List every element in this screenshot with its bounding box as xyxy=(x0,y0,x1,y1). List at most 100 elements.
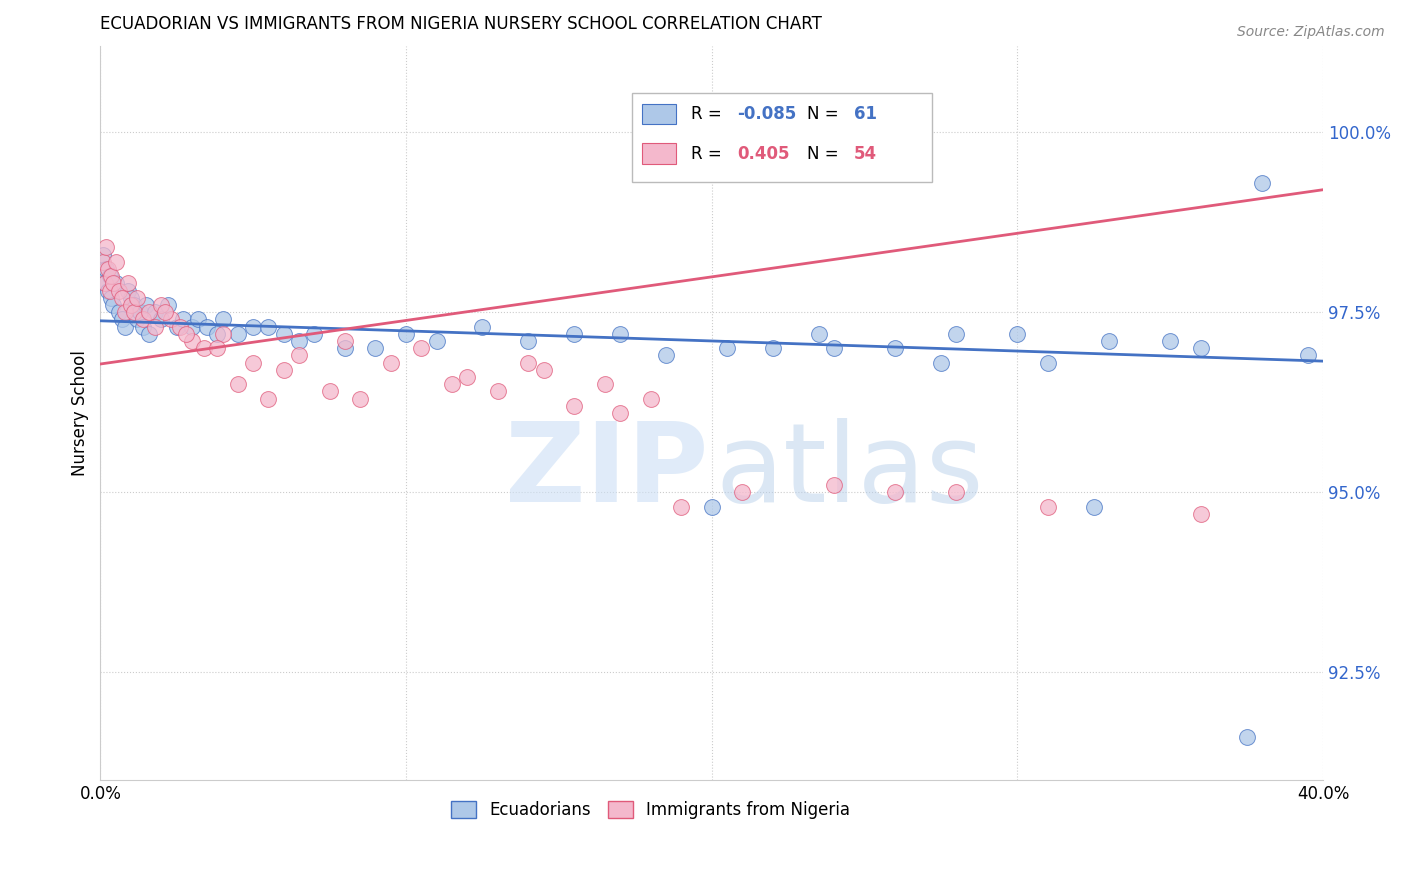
Point xyxy=(1327,103,1350,118)
Point xyxy=(150,298,173,312)
Point xyxy=(169,319,191,334)
Point xyxy=(1251,176,1274,190)
Point xyxy=(166,319,188,334)
Point xyxy=(132,319,155,334)
Point xyxy=(125,291,148,305)
Point xyxy=(1098,334,1121,348)
Text: atlas: atlas xyxy=(716,418,984,525)
Point xyxy=(181,334,204,348)
Point xyxy=(122,298,145,312)
Point xyxy=(517,355,540,369)
Y-axis label: Nursery School: Nursery School xyxy=(72,350,89,476)
Point xyxy=(609,406,631,420)
Point xyxy=(114,319,136,334)
Point xyxy=(111,291,134,305)
Point xyxy=(93,254,115,268)
Point xyxy=(125,312,148,326)
Point xyxy=(823,341,845,355)
Point xyxy=(172,312,194,326)
Point xyxy=(1159,334,1181,348)
Text: N =: N = xyxy=(807,105,844,123)
Point xyxy=(716,341,738,355)
Point xyxy=(1189,341,1212,355)
Point xyxy=(945,326,967,341)
Point xyxy=(94,277,117,291)
Point xyxy=(304,326,326,341)
Point xyxy=(187,312,209,326)
Point xyxy=(1036,500,1059,514)
Point xyxy=(96,261,118,276)
Point xyxy=(104,277,127,291)
Point xyxy=(669,500,692,514)
Text: R =: R = xyxy=(690,105,727,123)
Point xyxy=(242,319,264,334)
Point xyxy=(440,377,463,392)
Point xyxy=(205,341,228,355)
Point xyxy=(273,326,295,341)
Point xyxy=(107,284,129,298)
Text: ECUADORIAN VS IMMIGRANTS FROM NIGERIA NURSERY SCHOOL CORRELATION CHART: ECUADORIAN VS IMMIGRANTS FROM NIGERIA NU… xyxy=(100,15,823,33)
Point xyxy=(122,305,145,319)
Point xyxy=(411,341,433,355)
Point xyxy=(150,312,173,326)
Point xyxy=(395,326,418,341)
FancyBboxPatch shape xyxy=(643,144,676,164)
Point xyxy=(120,291,142,305)
Legend: Ecuadorians, Immigrants from Nigeria: Ecuadorians, Immigrants from Nigeria xyxy=(443,792,859,827)
Point xyxy=(100,291,122,305)
FancyBboxPatch shape xyxy=(643,103,676,124)
Point xyxy=(145,305,167,319)
Point xyxy=(97,284,120,298)
Point xyxy=(181,319,204,334)
Point xyxy=(273,363,295,377)
Point xyxy=(593,377,616,392)
Point xyxy=(156,298,179,312)
Point xyxy=(97,261,120,276)
Point xyxy=(104,254,127,268)
Point xyxy=(562,399,585,413)
Point xyxy=(226,326,249,341)
Point xyxy=(318,384,340,399)
Point xyxy=(1083,500,1105,514)
Point xyxy=(226,377,249,392)
Point xyxy=(533,363,555,377)
Point xyxy=(94,277,117,291)
Point xyxy=(132,312,155,326)
Point xyxy=(138,305,160,319)
Point xyxy=(700,500,723,514)
Point xyxy=(486,384,509,399)
Point xyxy=(205,326,228,341)
Point xyxy=(96,240,118,254)
Point xyxy=(609,326,631,341)
Point xyxy=(145,319,167,334)
Point xyxy=(349,392,371,406)
Point xyxy=(288,334,311,348)
Text: N =: N = xyxy=(807,145,844,162)
Point xyxy=(640,392,662,406)
Point xyxy=(117,284,139,298)
Point xyxy=(120,298,142,312)
FancyBboxPatch shape xyxy=(633,94,932,182)
Point xyxy=(471,319,494,334)
Point xyxy=(98,284,121,298)
Point xyxy=(98,269,121,284)
Point xyxy=(426,334,449,348)
Point xyxy=(655,348,678,362)
Point xyxy=(114,305,136,319)
Point xyxy=(1296,348,1319,362)
Point xyxy=(288,348,311,362)
Point xyxy=(731,485,754,500)
Point xyxy=(884,341,907,355)
Point xyxy=(117,277,139,291)
Point xyxy=(101,277,124,291)
Text: Source: ZipAtlas.com: Source: ZipAtlas.com xyxy=(1237,25,1385,39)
Text: 54: 54 xyxy=(853,145,877,162)
Point xyxy=(159,312,181,326)
Point xyxy=(242,355,264,369)
Point xyxy=(93,247,115,261)
Point xyxy=(517,334,540,348)
Point xyxy=(129,305,152,319)
Point xyxy=(257,319,280,334)
Point xyxy=(364,341,387,355)
Point xyxy=(211,312,233,326)
